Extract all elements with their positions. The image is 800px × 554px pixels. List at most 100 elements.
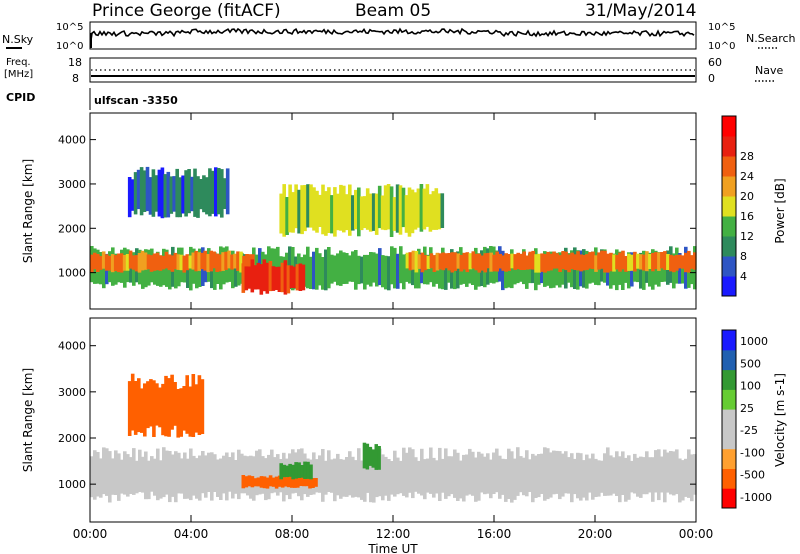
echo-cell xyxy=(366,254,370,285)
echo-cell xyxy=(107,255,112,271)
echo-cell xyxy=(438,447,442,501)
echo-cell xyxy=(480,255,485,271)
echo-cell xyxy=(305,477,309,487)
echo-cell xyxy=(96,254,100,272)
power-colorbar: 4 8 12 16 20 24 28 xyxy=(721,115,754,297)
echo-cell xyxy=(456,251,460,289)
echo-cell xyxy=(157,169,162,217)
echo-cell xyxy=(633,251,637,272)
echo-cell xyxy=(660,256,664,282)
echo-cell xyxy=(218,254,222,272)
echo-cell xyxy=(564,251,568,271)
echo-cell xyxy=(221,252,225,271)
colorbar-tick-label: -500 xyxy=(740,469,765,482)
echo-cell xyxy=(645,251,649,272)
velocity-x-axis: 00:00 04:00 08:00 12:00 16:00 20:00 00:00 xyxy=(73,318,713,541)
echo-cell xyxy=(651,253,655,272)
echo-cell xyxy=(672,451,676,496)
echo-cell xyxy=(135,460,139,494)
colorbar-segment xyxy=(722,196,736,217)
echo-cell xyxy=(159,256,163,287)
colorbar-segment xyxy=(722,428,736,450)
echo-cell xyxy=(288,463,292,477)
echo-cell xyxy=(380,195,385,230)
colorbar-segment xyxy=(722,236,736,257)
echo-cell xyxy=(345,253,349,284)
echo-cell xyxy=(375,253,379,287)
echo-cell xyxy=(324,460,328,495)
echo-cell xyxy=(615,249,619,291)
echo-cell xyxy=(681,460,685,501)
y-tick-label: 4000 xyxy=(58,340,86,353)
echo-cell xyxy=(339,250,343,286)
echo-cell xyxy=(330,254,334,284)
colorbar-tick-label: 20 xyxy=(740,190,754,203)
echo-cell xyxy=(192,455,196,496)
echo-cell xyxy=(365,188,370,230)
echo-cell xyxy=(687,449,691,498)
nsearch-scale-bottom: 10^0 xyxy=(708,41,735,52)
echo-cell xyxy=(309,464,313,480)
echo-cell xyxy=(93,450,97,500)
echo-cell xyxy=(280,262,285,293)
colorbar-tick-label: -25 xyxy=(740,424,758,437)
echo-cell xyxy=(507,254,511,271)
echo-cell xyxy=(179,254,184,271)
echo-cell xyxy=(215,253,219,272)
echo-cell xyxy=(173,382,177,426)
echo-cell xyxy=(636,457,640,497)
echo-cell xyxy=(417,460,421,494)
echo-cell xyxy=(276,246,280,284)
echo-cell xyxy=(621,451,625,495)
echo-cell xyxy=(636,253,640,269)
echo-cell xyxy=(618,252,622,272)
echo-cell xyxy=(417,254,422,269)
echo-cell xyxy=(540,453,544,494)
echo-cell xyxy=(495,251,499,272)
freq-label-line1: Freq. xyxy=(6,57,31,68)
echo-cell xyxy=(564,451,568,494)
echo-cell xyxy=(434,188,439,230)
echo-cell xyxy=(99,458,103,498)
echo-cell xyxy=(116,253,121,273)
echo-cell xyxy=(306,246,310,289)
y-tick-label: 3000 xyxy=(58,386,86,399)
echo-cell xyxy=(405,452,409,498)
echo-cell xyxy=(113,255,118,272)
echo-cell xyxy=(507,448,511,499)
echo-cell xyxy=(297,189,301,234)
echo-cell xyxy=(261,456,265,494)
echo-cell xyxy=(277,475,282,487)
echo-cell xyxy=(516,447,520,496)
echo-cell xyxy=(381,454,385,501)
echo-cell xyxy=(170,255,175,272)
echo-cell xyxy=(141,456,145,493)
echo-cell xyxy=(148,177,153,215)
echo-cell xyxy=(348,184,352,236)
echo-cell xyxy=(300,185,304,235)
colorbar-frame xyxy=(721,329,737,509)
echo-cell xyxy=(227,250,231,269)
echo-cell xyxy=(228,257,232,282)
echo-cell xyxy=(285,465,289,478)
echo-cell xyxy=(285,197,289,235)
echo-cell xyxy=(429,253,434,269)
echo-cell xyxy=(293,475,297,488)
echo-cell xyxy=(169,176,174,214)
colorbar-segment xyxy=(722,116,736,137)
echo-cell xyxy=(208,168,212,217)
echo-cell xyxy=(213,454,217,492)
echo-cell xyxy=(399,460,403,494)
colorbar-segment xyxy=(722,349,736,371)
echo-cell xyxy=(537,253,541,273)
echo-cell xyxy=(594,255,598,272)
echo-cell xyxy=(294,462,298,479)
echo-cell xyxy=(419,184,424,232)
echo-cell xyxy=(510,249,514,289)
echo-cell xyxy=(127,381,132,436)
echo-cell xyxy=(495,448,499,493)
echo-cell xyxy=(513,255,517,285)
echo-cell xyxy=(440,193,445,228)
echo-cell xyxy=(217,168,221,215)
echo-cell xyxy=(519,253,523,270)
